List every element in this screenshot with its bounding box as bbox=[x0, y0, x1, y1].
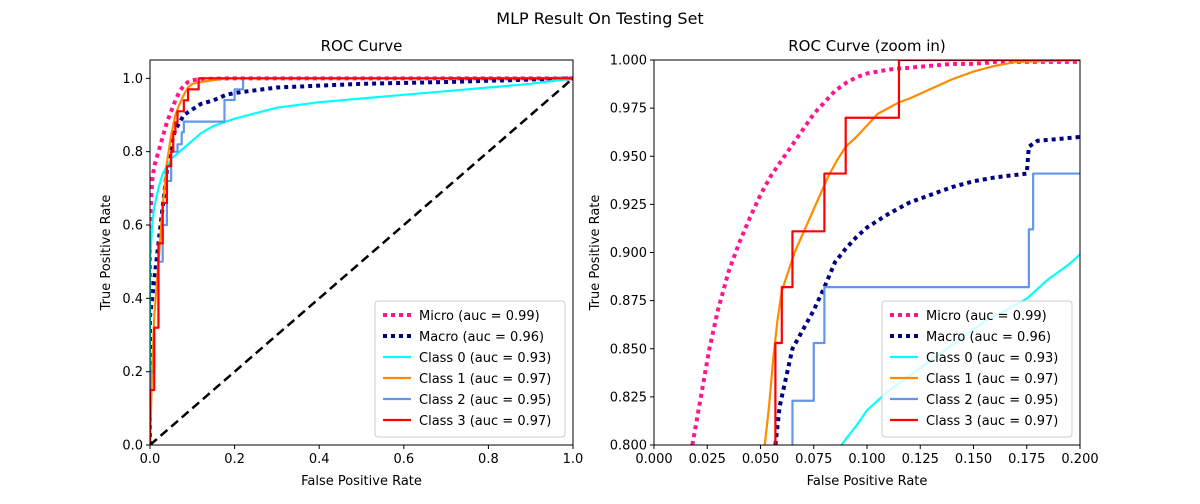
x-tick-label: 0.0 bbox=[140, 452, 161, 467]
chart-1: 0.000 0.025 0.050 0.075 0.100 0.125 0.150 0.175… bbox=[588, 37, 1099, 489]
plot-frame bbox=[149, 59, 574, 446]
x-tick-label: 0.075 bbox=[795, 452, 832, 467]
x-tick-label: 0.000 bbox=[635, 452, 672, 467]
chart-0: 0.0 0.2 0.4 0.6 0.8 1.0 0.0 0.2 0.4 0.6 0.8 1.0 ROC … bbox=[99, 37, 583, 489]
series-line-class-1 bbox=[150, 77, 573, 445]
x-tick-label: 0.175 bbox=[1008, 452, 1045, 467]
legend-label: Class 0 (auc = 0.93) bbox=[419, 351, 551, 366]
y-tick-label: 0.900 bbox=[610, 246, 647, 261]
x-tick-label: 0.6 bbox=[393, 452, 414, 467]
series-line-micro bbox=[690, 60, 1080, 445]
series-line-chance-diagonal bbox=[150, 77, 573, 445]
y-tick-label: 0.925 bbox=[610, 198, 647, 213]
legend-label: Class 1 (auc = 0.97) bbox=[926, 372, 1058, 387]
y-tick-label: 0.8 bbox=[122, 145, 143, 160]
legend-label: Macro (auc = 0.96) bbox=[419, 330, 544, 345]
x-tick-label: 0.050 bbox=[742, 452, 779, 467]
series-line-class-3 bbox=[774, 60, 1080, 445]
chart-title: ROC Curve bbox=[321, 37, 403, 55]
legend-label: Micro (auc = 0.99) bbox=[926, 309, 1047, 324]
y-tick-label: 0.825 bbox=[610, 390, 647, 405]
legend-label: Class 3 (auc = 0.97) bbox=[419, 414, 551, 429]
y-tick-label: 1.000 bbox=[610, 54, 647, 69]
series-group bbox=[150, 76, 573, 445]
legend-label: Class 2 (auc = 0.95) bbox=[419, 393, 551, 408]
x-tick-label: 0.150 bbox=[955, 452, 992, 467]
legend-label: Class 0 (auc = 0.93) bbox=[926, 351, 1058, 366]
x-axis-label: False Positive Rate bbox=[807, 474, 928, 489]
y-tick-label: 0.950 bbox=[610, 150, 647, 165]
series-line-class-2 bbox=[791, 172, 1080, 445]
y-axis-label: True Positive Rate bbox=[588, 195, 603, 312]
series-line-class-3 bbox=[150, 77, 573, 445]
y-tick-label: 0.850 bbox=[610, 342, 647, 357]
chart-title: ROC Curve (zoom in) bbox=[788, 37, 945, 55]
series-group bbox=[690, 60, 1080, 445]
y-tick-label: 0.800 bbox=[610, 439, 647, 454]
x-tick-label: 0.2 bbox=[224, 452, 245, 467]
legend-label: Class 1 (auc = 0.97) bbox=[419, 372, 551, 387]
y-tick-label: 0.4 bbox=[122, 292, 143, 307]
x-tick-label: 0.8 bbox=[478, 452, 499, 467]
x-tick-label: 0.4 bbox=[309, 452, 330, 467]
plot-frame bbox=[653, 59, 1081, 446]
y-tick-label: 0.6 bbox=[122, 219, 143, 234]
series-line-macro bbox=[773, 135, 1080, 445]
legend-box bbox=[881, 300, 1073, 438]
x-tick-label: 0.200 bbox=[1061, 452, 1098, 467]
legend: Micro (auc = 0.99) Macro (auc = 0.96) Clas… bbox=[374, 300, 566, 438]
x-tick-label: 0.100 bbox=[848, 452, 885, 467]
x-axis-label: False Positive Rate bbox=[301, 474, 422, 489]
series-line-class-0 bbox=[150, 77, 573, 445]
legend-box bbox=[374, 300, 566, 438]
y-tick-label: 0.875 bbox=[610, 294, 647, 309]
legend: Micro (auc = 0.99) Macro (auc = 0.96) Clas… bbox=[881, 300, 1073, 438]
y-tick-label: 0.2 bbox=[122, 365, 143, 380]
legend-label: Macro (auc = 0.96) bbox=[926, 330, 1051, 345]
y-tick-label: 0.975 bbox=[610, 102, 647, 117]
legend-label: Class 3 (auc = 0.97) bbox=[926, 414, 1058, 429]
legend-label: Micro (auc = 0.99) bbox=[419, 309, 540, 324]
y-axis-label: True Positive Rate bbox=[99, 195, 114, 312]
figure-title: MLP Result On Testing Set bbox=[496, 9, 703, 28]
y-tick-label: 0.0 bbox=[122, 439, 143, 454]
legend-label: Class 2 (auc = 0.95) bbox=[926, 393, 1058, 408]
x-tick-label: 0.025 bbox=[689, 452, 726, 467]
x-tick-label: 0.125 bbox=[902, 452, 939, 467]
x-tick-label: 1.0 bbox=[563, 452, 584, 467]
y-tick-label: 1.0 bbox=[122, 72, 143, 87]
